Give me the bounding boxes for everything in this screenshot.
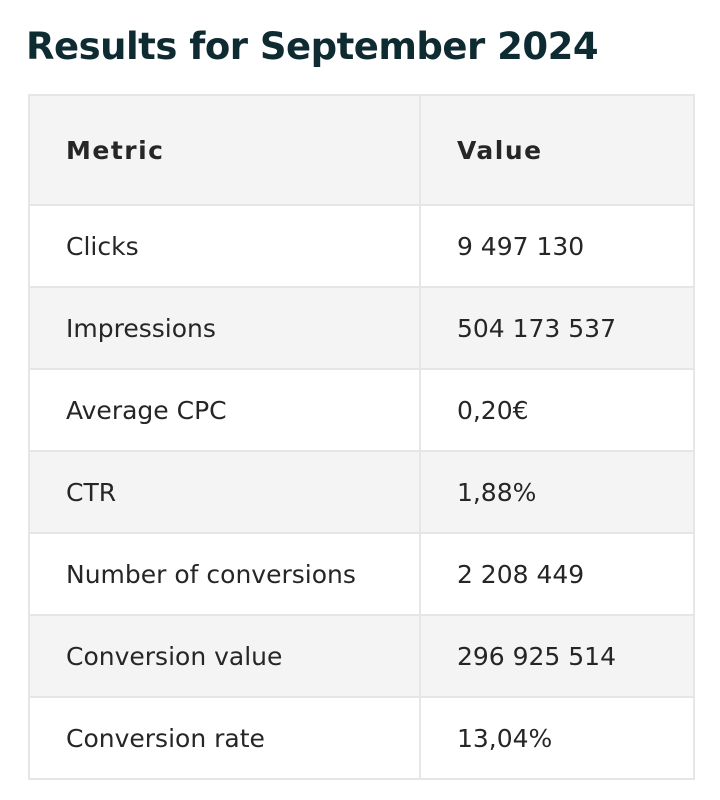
results-table: Metric Value Clicks 9 497 130 Impression… (28, 94, 696, 780)
metric-cell: Conversion rate (28, 696, 421, 780)
header-metric: Metric (28, 94, 421, 206)
table-row: Impressions 504 173 537 (28, 286, 696, 370)
page-title: Results for September 2024 (26, 25, 599, 68)
header-value: Value (418, 94, 696, 206)
table-row: Number of conversions 2 208 449 (28, 532, 696, 616)
value-cell: 1,88% (418, 450, 696, 534)
value-cell: 13,04% (418, 696, 696, 780)
value-cell: 9 497 130 (418, 204, 696, 288)
metric-cell: Average CPC (28, 368, 421, 452)
table-header-row: Metric Value (28, 94, 696, 206)
table-row: CTR 1,88% (28, 450, 696, 534)
value-cell: 504 173 537 (418, 286, 696, 370)
value-cell: 2 208 449 (418, 532, 696, 616)
metric-cell: Clicks (28, 204, 421, 288)
metric-cell: Number of conversions (28, 532, 421, 616)
value-cell: 296 925 514 (418, 614, 696, 698)
metric-cell: Conversion value (28, 614, 421, 698)
table-row: Clicks 9 497 130 (28, 204, 696, 288)
table-row: Average CPC 0,20€ (28, 368, 696, 452)
metric-cell: Impressions (28, 286, 421, 370)
metric-cell: CTR (28, 450, 421, 534)
table-row: Conversion rate 13,04% (28, 696, 696, 780)
table-row: Conversion value 296 925 514 (28, 614, 696, 698)
value-cell: 0,20€ (418, 368, 696, 452)
